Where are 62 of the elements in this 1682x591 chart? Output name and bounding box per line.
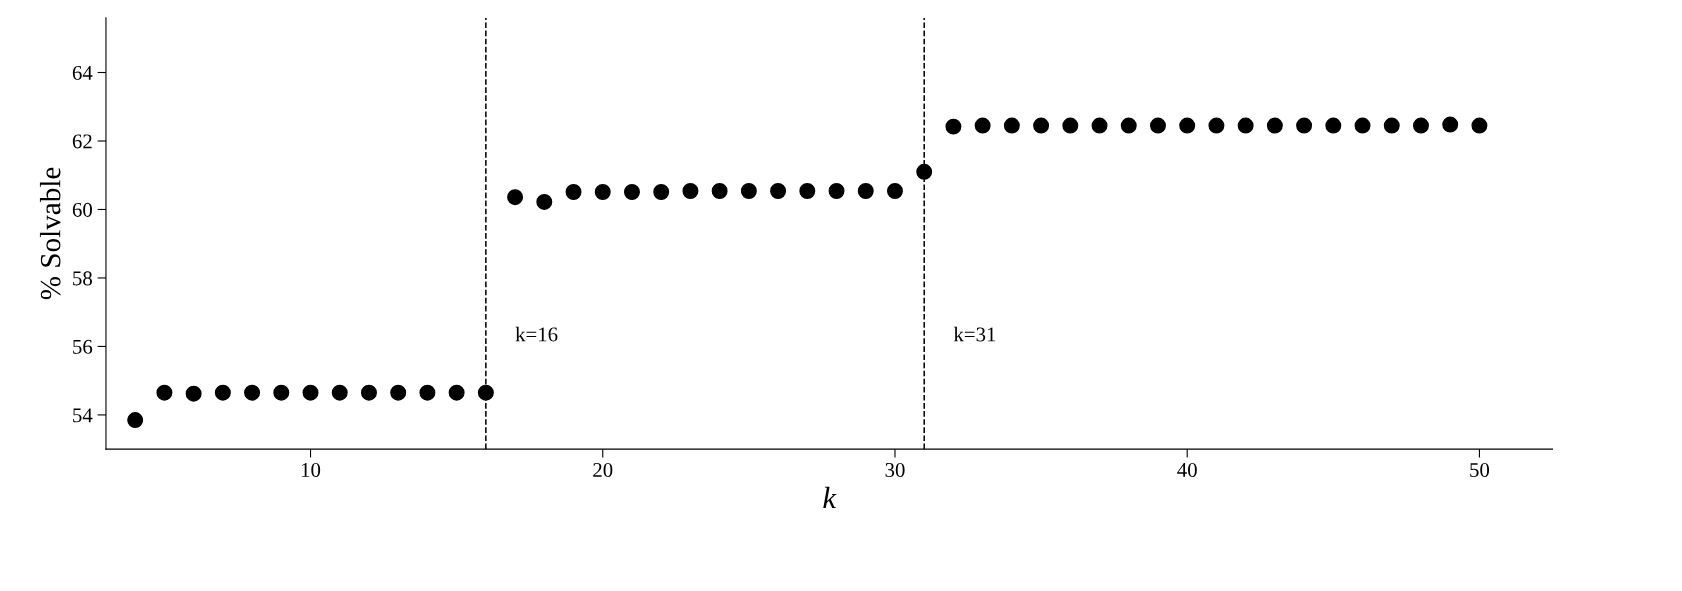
y-tick-label: 54 (73, 408, 93, 423)
point (302, 384, 319, 401)
point (448, 384, 465, 401)
point (857, 183, 874, 199)
ref-line-label: k=31 (953, 326, 996, 342)
point (1325, 117, 1342, 134)
point (623, 184, 640, 200)
point (1413, 117, 1429, 134)
point (682, 183, 699, 199)
point (1354, 117, 1371, 134)
y-axis-title: % Solvable (39, 167, 61, 300)
x-tick-label: 50 (1470, 462, 1490, 478)
x-tick-label: 10 (301, 462, 321, 478)
point (1179, 117, 1196, 134)
point (507, 189, 524, 206)
point (185, 385, 202, 402)
point (1150, 117, 1166, 134)
point (1003, 117, 1020, 134)
point (740, 183, 757, 199)
point (711, 183, 728, 199)
point (565, 184, 582, 200)
point (1383, 117, 1400, 134)
point (916, 163, 933, 180)
point (1237, 117, 1254, 134)
point (127, 412, 144, 429)
x-tick-label: 20 (593, 462, 613, 478)
x-axis-title: k (823, 486, 837, 509)
point (1266, 117, 1283, 134)
point (1120, 117, 1137, 134)
point (1442, 116, 1459, 133)
point (1208, 117, 1225, 134)
point (390, 384, 407, 401)
point (1033, 117, 1050, 134)
y-tick-label: 60 (72, 202, 92, 217)
point (1091, 117, 1108, 134)
point (156, 384, 173, 401)
point (770, 183, 787, 199)
point (1296, 117, 1313, 134)
point (331, 384, 348, 401)
point (945, 118, 962, 135)
point (419, 384, 436, 401)
point (214, 384, 231, 401)
point (886, 183, 903, 199)
point (594, 184, 611, 200)
point (244, 384, 261, 401)
point (1471, 117, 1488, 134)
point (273, 384, 290, 401)
point (360, 384, 377, 401)
point (653, 184, 670, 200)
point (974, 117, 991, 134)
point (477, 384, 494, 401)
y-tick-label: 58 (73, 271, 92, 286)
x-tick-label: 30 (885, 462, 905, 478)
y-tick-label: 64 (72, 65, 93, 80)
point (828, 183, 845, 199)
point (799, 183, 816, 199)
point (536, 193, 553, 210)
point (1062, 117, 1079, 134)
y-tick-label: 56 (73, 339, 93, 354)
ref-line-label: k=16 (515, 326, 558, 342)
y-tick-label: 62 (72, 134, 92, 149)
x-tick-label: 40 (1177, 462, 1197, 478)
